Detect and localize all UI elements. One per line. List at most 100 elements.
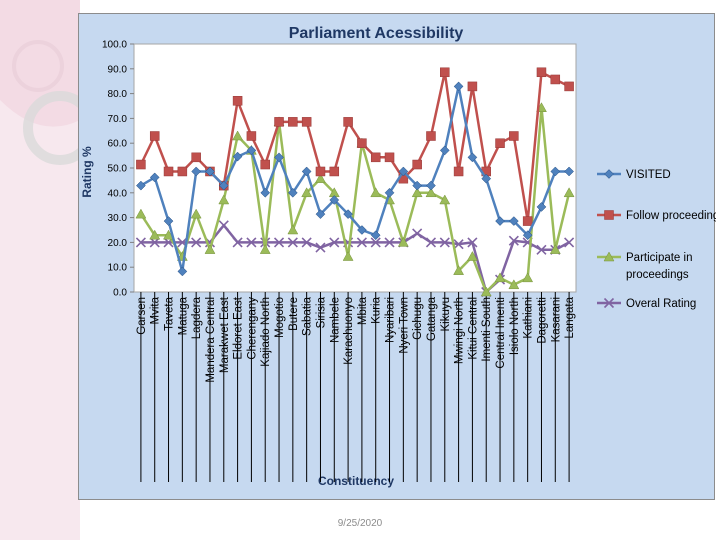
data-point xyxy=(412,159,422,170)
x-tick-label: Gichugu xyxy=(412,297,424,340)
data-point xyxy=(536,67,547,78)
data-point xyxy=(439,237,450,248)
x-tick-label: Mogotio xyxy=(274,297,286,338)
x-tick-label: Kuria xyxy=(371,296,383,323)
x-tick-label: Sabatia xyxy=(302,296,314,336)
data-point xyxy=(301,237,312,248)
data-point xyxy=(273,237,285,248)
data-point xyxy=(356,237,367,248)
data-point xyxy=(398,166,409,177)
data-point xyxy=(287,237,298,248)
data-point xyxy=(232,130,244,141)
data-point xyxy=(357,225,367,235)
legend-label: Overal Rating xyxy=(626,298,696,310)
x-tick-label: Marakwet East xyxy=(219,296,231,373)
data-point xyxy=(426,131,436,141)
data-point xyxy=(329,166,340,177)
data-point xyxy=(564,81,574,92)
data-point xyxy=(260,159,270,170)
data-point xyxy=(384,237,395,248)
data-point xyxy=(246,237,257,248)
x-tick-label: Kitui Central xyxy=(467,297,479,360)
x-tick-label: Central Imenti xyxy=(495,297,507,369)
data-point xyxy=(550,74,561,85)
data-point xyxy=(536,202,547,212)
data-point xyxy=(191,152,201,163)
x-tick-label: Nyaribari xyxy=(385,297,397,343)
data-point xyxy=(315,242,326,253)
legend-label: VISITED xyxy=(626,169,671,181)
data-point xyxy=(412,180,423,191)
y-tick-label: 100.0 xyxy=(102,40,127,51)
y-tick-label: 90.0 xyxy=(108,64,128,75)
x-tick-label: Karachuonyo xyxy=(343,297,355,365)
data-point xyxy=(411,187,423,198)
x-tick-label: Kajiado North xyxy=(260,297,272,367)
data-point xyxy=(218,194,230,205)
y-tick-label: 80.0 xyxy=(108,89,128,100)
data-point xyxy=(191,237,202,248)
y-tick-label: 10.0 xyxy=(108,263,128,274)
data-point xyxy=(163,166,174,177)
x-tick-label: Kathiani xyxy=(523,297,535,339)
data-point xyxy=(246,145,257,156)
y-tick-label: 0.0 xyxy=(113,288,127,299)
data-point xyxy=(315,173,326,183)
data-point xyxy=(260,187,271,198)
y-tick-label: 20.0 xyxy=(108,238,128,249)
data-point xyxy=(495,216,505,226)
data-point xyxy=(342,251,354,261)
data-point xyxy=(467,81,478,92)
y-tick-label: 30.0 xyxy=(108,213,128,224)
data-point xyxy=(466,251,478,261)
data-point xyxy=(135,237,146,248)
data-point xyxy=(412,228,423,239)
x-tick-label: Mbita xyxy=(357,296,369,325)
data-point xyxy=(453,265,465,275)
data-point xyxy=(563,187,575,198)
x-tick-label: Taveta xyxy=(164,296,176,330)
data-point xyxy=(136,159,146,170)
data-point xyxy=(288,117,298,127)
data-point xyxy=(508,235,519,246)
data-point xyxy=(163,216,174,226)
data-point xyxy=(453,239,464,250)
data-point xyxy=(439,194,451,205)
data-point xyxy=(329,195,340,205)
x-tick-label: Isiolo North xyxy=(509,297,521,355)
data-point xyxy=(232,151,243,162)
data-point xyxy=(384,152,395,163)
data-point xyxy=(536,244,547,255)
data-point xyxy=(550,166,561,177)
chart-area: Parliament Acessibility Constituency Rat… xyxy=(78,13,716,500)
data-point xyxy=(301,187,313,198)
x-tick-label: Lagdera xyxy=(191,296,203,339)
data-point xyxy=(480,286,492,297)
data-point xyxy=(274,117,284,127)
data-point xyxy=(522,230,533,241)
data-point xyxy=(218,220,229,231)
x-tick-label: Garsen xyxy=(136,297,148,335)
x-tick-label: Mandera Central xyxy=(205,297,217,383)
y-tick-label: 40.0 xyxy=(108,188,128,199)
data-point xyxy=(467,237,478,248)
data-point xyxy=(522,272,534,283)
data-point xyxy=(315,166,326,177)
data-point xyxy=(149,172,160,183)
data-point xyxy=(467,152,478,163)
x-tick-label: Nyeri Town xyxy=(398,297,410,354)
data-point xyxy=(218,180,229,191)
data-point xyxy=(384,187,395,198)
x-tick-label: Sirisia xyxy=(315,296,327,328)
data-point xyxy=(397,236,409,247)
x-tick-label: Kasarani xyxy=(550,297,562,342)
data-point xyxy=(177,266,188,277)
data-point xyxy=(205,166,215,177)
y-tick-label: 60.0 xyxy=(108,139,128,150)
data-point xyxy=(232,237,243,248)
data-point xyxy=(204,244,216,254)
data-point xyxy=(301,166,312,177)
x-tick-label: Matuga xyxy=(177,296,189,335)
x-tick-label: Eldoret East xyxy=(233,296,245,359)
data-point xyxy=(370,230,381,241)
